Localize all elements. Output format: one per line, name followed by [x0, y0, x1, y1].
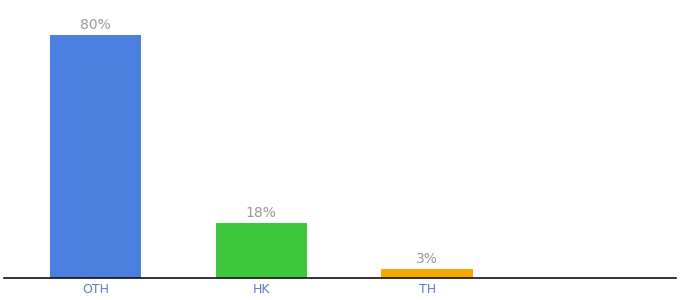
- Bar: [381, 269, 473, 278]
- Text: 80%: 80%: [80, 17, 111, 32]
- Bar: [50, 34, 141, 278]
- Text: 18%: 18%: [245, 206, 277, 220]
- Bar: [216, 223, 307, 278]
- Text: 3%: 3%: [416, 252, 438, 266]
